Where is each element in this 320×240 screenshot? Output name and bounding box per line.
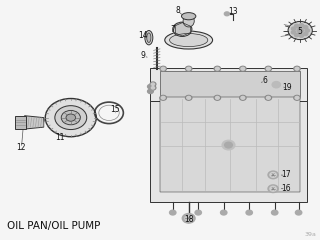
Circle shape: [305, 29, 309, 32]
Circle shape: [148, 84, 153, 89]
Circle shape: [299, 34, 304, 37]
Circle shape: [265, 96, 271, 100]
Text: 5: 5: [298, 27, 303, 36]
Ellipse shape: [170, 34, 208, 47]
Circle shape: [246, 210, 252, 215]
Circle shape: [160, 96, 166, 100]
Circle shape: [295, 210, 302, 215]
Circle shape: [241, 67, 245, 70]
Circle shape: [55, 106, 87, 130]
Text: 11: 11: [55, 133, 64, 142]
Circle shape: [294, 96, 300, 100]
Circle shape: [160, 66, 166, 71]
Text: 15: 15: [111, 105, 120, 114]
Circle shape: [45, 99, 96, 137]
Circle shape: [292, 31, 296, 34]
Circle shape: [241, 96, 245, 99]
Circle shape: [292, 27, 296, 30]
Circle shape: [214, 66, 220, 71]
Polygon shape: [160, 97, 300, 192]
Text: 12: 12: [17, 143, 26, 152]
Circle shape: [267, 96, 270, 99]
Circle shape: [185, 216, 193, 221]
Text: OIL PAN/OIL PUMP: OIL PAN/OIL PUMP: [7, 221, 100, 231]
Circle shape: [170, 210, 176, 215]
Circle shape: [299, 24, 304, 27]
Text: 13: 13: [228, 7, 238, 16]
Text: 7: 7: [170, 25, 175, 34]
Circle shape: [222, 140, 235, 150]
Circle shape: [295, 96, 299, 99]
Circle shape: [225, 142, 232, 148]
Text: 6: 6: [263, 76, 268, 85]
Circle shape: [240, 66, 246, 71]
Circle shape: [288, 21, 312, 40]
Circle shape: [187, 67, 191, 70]
Circle shape: [295, 67, 299, 70]
Circle shape: [150, 82, 156, 86]
Circle shape: [214, 96, 220, 100]
Circle shape: [161, 96, 165, 99]
Circle shape: [220, 210, 227, 215]
Circle shape: [297, 28, 303, 33]
Polygon shape: [25, 116, 44, 129]
Text: 18: 18: [184, 215, 193, 223]
Circle shape: [182, 214, 195, 223]
Text: 17: 17: [281, 170, 291, 179]
Text: 8: 8: [175, 6, 180, 15]
Circle shape: [215, 67, 219, 70]
Ellipse shape: [147, 33, 151, 42]
Polygon shape: [160, 71, 300, 97]
Circle shape: [161, 67, 165, 70]
Text: 14: 14: [139, 31, 148, 40]
Polygon shape: [150, 101, 307, 202]
Circle shape: [240, 96, 246, 100]
Circle shape: [151, 83, 155, 85]
Circle shape: [268, 185, 278, 192]
Polygon shape: [150, 67, 307, 101]
Circle shape: [187, 96, 191, 99]
Circle shape: [215, 96, 219, 99]
Ellipse shape: [183, 15, 194, 27]
Ellipse shape: [165, 31, 212, 49]
Circle shape: [265, 66, 271, 71]
Circle shape: [272, 82, 280, 88]
Text: 16: 16: [281, 184, 291, 192]
Circle shape: [294, 24, 299, 28]
Circle shape: [267, 67, 270, 70]
Circle shape: [195, 210, 201, 215]
Circle shape: [173, 22, 192, 36]
Circle shape: [303, 32, 308, 36]
Circle shape: [268, 171, 278, 179]
Circle shape: [270, 186, 276, 191]
Circle shape: [294, 66, 300, 71]
Text: 19: 19: [283, 83, 292, 92]
Circle shape: [148, 89, 153, 94]
FancyBboxPatch shape: [15, 116, 26, 129]
Circle shape: [186, 66, 192, 71]
Circle shape: [61, 110, 80, 125]
Text: 39a: 39a: [304, 232, 316, 237]
Circle shape: [271, 210, 278, 215]
Ellipse shape: [145, 30, 153, 45]
Circle shape: [186, 96, 192, 100]
Circle shape: [294, 33, 299, 37]
Ellipse shape: [181, 13, 196, 20]
Text: 9: 9: [141, 51, 146, 60]
Circle shape: [151, 87, 155, 89]
Circle shape: [66, 114, 76, 121]
Circle shape: [150, 86, 156, 90]
Circle shape: [270, 173, 276, 177]
Circle shape: [224, 12, 229, 16]
Circle shape: [303, 25, 308, 29]
